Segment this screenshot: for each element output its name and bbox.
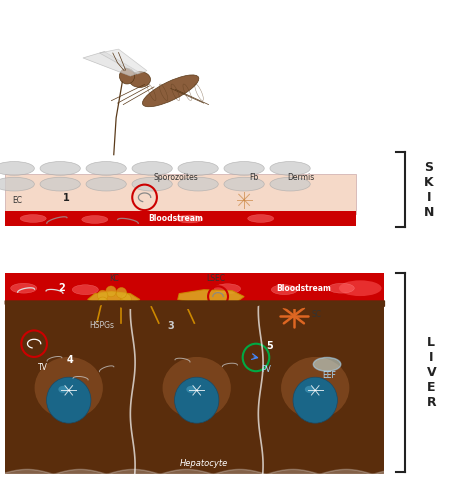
Circle shape — [293, 377, 337, 423]
Text: KC: KC — [109, 274, 118, 283]
Text: PV: PV — [262, 365, 271, 374]
Ellipse shape — [248, 215, 274, 222]
Text: Sporozoites: Sporozoites — [153, 173, 198, 182]
Ellipse shape — [270, 162, 310, 175]
Ellipse shape — [11, 283, 36, 293]
Ellipse shape — [224, 177, 264, 191]
Circle shape — [116, 287, 127, 298]
Ellipse shape — [281, 357, 349, 419]
Text: SC: SC — [312, 310, 322, 319]
Text: EC: EC — [12, 196, 22, 205]
Circle shape — [106, 301, 116, 312]
Text: Fb: Fb — [249, 173, 258, 182]
Circle shape — [106, 286, 116, 297]
Ellipse shape — [178, 162, 218, 175]
Ellipse shape — [0, 177, 34, 191]
Circle shape — [116, 300, 127, 311]
Ellipse shape — [86, 177, 126, 191]
Text: 3: 3 — [167, 321, 174, 330]
Bar — [5, 211, 356, 226]
Ellipse shape — [58, 386, 68, 393]
Text: 2: 2 — [58, 283, 65, 293]
Ellipse shape — [186, 386, 196, 393]
Bar — [5, 174, 356, 214]
Ellipse shape — [72, 285, 99, 295]
Ellipse shape — [271, 285, 298, 295]
Circle shape — [121, 294, 131, 304]
Ellipse shape — [40, 162, 80, 175]
Circle shape — [98, 290, 108, 301]
Circle shape — [174, 377, 219, 423]
Ellipse shape — [20, 215, 46, 222]
Polygon shape — [83, 52, 140, 76]
Text: HSPGs: HSPGs — [90, 321, 114, 330]
Text: Dermis: Dermis — [287, 173, 315, 182]
Circle shape — [46, 377, 91, 423]
Text: LSEC: LSEC — [206, 274, 225, 283]
Ellipse shape — [224, 162, 264, 175]
Text: Bloodstream: Bloodstream — [148, 215, 203, 223]
Ellipse shape — [40, 177, 80, 191]
Ellipse shape — [0, 162, 34, 175]
Ellipse shape — [35, 357, 103, 419]
Ellipse shape — [143, 75, 199, 107]
Text: TV: TV — [38, 363, 47, 372]
Ellipse shape — [178, 177, 218, 191]
Polygon shape — [100, 49, 147, 74]
Ellipse shape — [86, 162, 126, 175]
Circle shape — [98, 297, 108, 308]
Bar — [5, 301, 384, 474]
Polygon shape — [178, 290, 244, 304]
Ellipse shape — [328, 283, 354, 293]
Text: 4: 4 — [67, 355, 73, 365]
Ellipse shape — [214, 284, 240, 294]
Text: S
K
I
N: S K I N — [424, 161, 434, 218]
Ellipse shape — [163, 357, 231, 419]
Ellipse shape — [339, 280, 382, 296]
Text: EEF: EEF — [322, 371, 337, 380]
Bar — [5, 273, 384, 302]
Ellipse shape — [313, 357, 341, 371]
Ellipse shape — [305, 386, 314, 393]
Text: Bloodstream: Bloodstream — [276, 284, 331, 293]
Ellipse shape — [82, 216, 108, 223]
Polygon shape — [88, 292, 140, 306]
Text: 5: 5 — [266, 341, 273, 351]
Ellipse shape — [270, 177, 310, 191]
Ellipse shape — [176, 215, 203, 223]
Circle shape — [119, 68, 135, 84]
Ellipse shape — [132, 177, 173, 191]
Ellipse shape — [129, 72, 150, 87]
Text: L
I
V
E
R: L I V E R — [427, 336, 436, 409]
Text: 1: 1 — [63, 193, 70, 203]
Ellipse shape — [132, 162, 173, 175]
Text: Hepatocyte: Hepatocyte — [180, 460, 228, 468]
